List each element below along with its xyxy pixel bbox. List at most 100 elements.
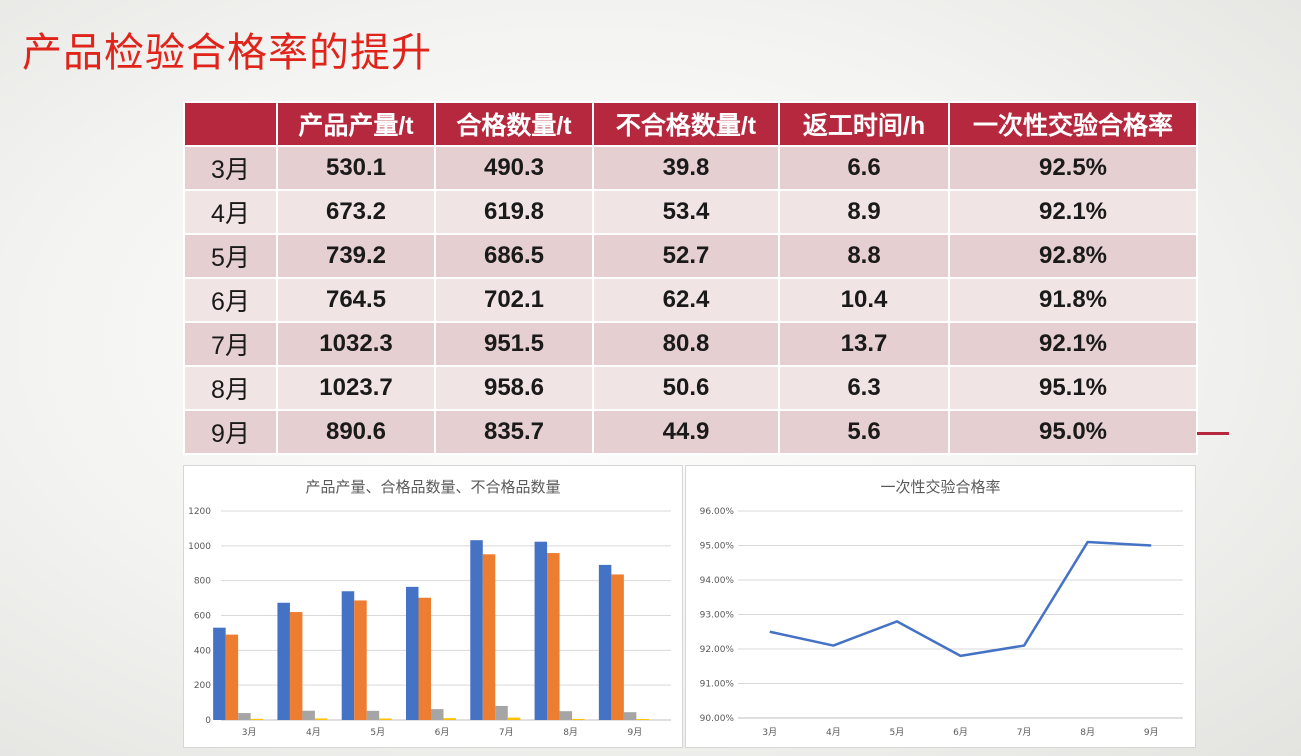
y-tick-label: 92.00% [700, 645, 735, 655]
x-tick-label: 8月 [563, 727, 578, 738]
table-cell: 619.8 [434, 189, 594, 235]
table-cell: 39.8 [592, 145, 780, 191]
bar [559, 711, 573, 720]
table-cell: 80.8 [592, 321, 780, 367]
bar [623, 712, 637, 720]
row-month-cell: 9月 [183, 409, 278, 455]
column-header: 合格数量/t [434, 101, 594, 147]
x-tick-label: 4月 [306, 727, 321, 738]
column-header: 返工时间/h [778, 101, 950, 147]
bar [277, 602, 290, 720]
x-tick-label: 5月 [890, 727, 905, 738]
table-cell: 8.9 [778, 189, 950, 235]
bar [507, 717, 521, 720]
bar [443, 718, 456, 720]
table-row: 4月 673.2 619.8 53.4 8.9 92.1% [183, 189, 1198, 235]
x-tick-label: 3月 [242, 727, 257, 738]
bar [314, 718, 328, 720]
x-tick-label: 5月 [370, 727, 385, 738]
x-tick-label: 4月 [826, 727, 841, 738]
table-cell: 5.6 [778, 409, 950, 455]
table-row: 7月 1032.3 951.5 80.8 13.7 92.1% [183, 321, 1198, 367]
table-cell: 92.5% [948, 145, 1198, 191]
bar [354, 600, 367, 720]
y-tick-label: 0 [205, 716, 211, 726]
y-tick-label: 93.00% [700, 611, 735, 621]
bar [289, 612, 303, 720]
bar [547, 553, 560, 720]
table-cell: 62.4 [592, 277, 780, 323]
table-cell: 951.5 [434, 321, 594, 367]
row-month-cell: 4月 [183, 189, 278, 235]
bar [495, 705, 508, 720]
table-cell: 92.1% [948, 321, 1198, 367]
table-cell: 835.7 [434, 409, 594, 455]
table-cell: 530.1 [276, 145, 436, 191]
row-month-cell: 3月 [183, 145, 278, 191]
table-body: 3月 530.1 490.3 39.8 6.6 92.5% 4月 673.2 619.8 53.4… [183, 145, 1198, 455]
y-tick-label: 94.00% [700, 576, 735, 586]
slide-title: 产品检验合格率的提升 [22, 30, 432, 76]
table-cell: 13.7 [778, 321, 950, 367]
table-cell: 92.1% [948, 189, 1198, 235]
row-month-cell: 7月 [183, 321, 278, 367]
y-tick-label: 200 [194, 681, 211, 691]
y-tick-label: 90.00% [700, 714, 735, 724]
bar [379, 718, 392, 720]
y-tick-label: 96.00% [700, 507, 735, 517]
table-cell: 673.2 [276, 189, 436, 235]
table-cell: 1023.7 [276, 365, 436, 411]
table-cell: 6.6 [778, 145, 950, 191]
bar [431, 709, 444, 720]
table-cell: 6.3 [778, 365, 950, 411]
table-cell: 92.8% [948, 233, 1198, 279]
table-cell: 490.3 [434, 145, 594, 191]
bar-chart-panel: 产品产量、合格品数量、不合格品数量 0 200 400 600 800 1000 1200 3… [183, 465, 683, 748]
x-tick-label: 8月 [1080, 727, 1095, 738]
column-header: 产品产量/t [276, 101, 436, 147]
table-row: 9月 890.6 835.7 44.9 5.6 95.0% [183, 409, 1198, 455]
bar [213, 627, 226, 720]
column-header: 不合格数量/t [592, 101, 780, 147]
row-month-cell: 6月 [183, 277, 278, 323]
x-tick-label: 6月 [953, 727, 968, 738]
bar [482, 554, 496, 720]
table-cell: 44.9 [592, 409, 780, 455]
y-tick-label: 400 [194, 646, 211, 656]
table-cell: 702.1 [434, 277, 594, 323]
x-tick-label: 3月 [762, 727, 777, 738]
bar-chart: 0 200 400 600 800 1000 1200 3月 4月 5月 6月 7月 8月 9月 [188, 507, 671, 738]
table-cell: 890.6 [276, 409, 436, 455]
bar-chart-title: 产品产量、合格品数量、不合格品数量 [305, 478, 561, 496]
table-cell: 764.5 [276, 277, 436, 323]
table-header-row: 产品产量/t 合格数量/t 不合格数量/t 返工时间/h 一次性交验合格率 [183, 101, 1198, 147]
table-cell: 50.6 [592, 365, 780, 411]
table-cell: 739.2 [276, 233, 436, 279]
line-series [769, 540, 1152, 658]
table-cell: 958.6 [434, 365, 594, 411]
x-tick-label: 9月 [1144, 727, 1159, 738]
quality-data-table: 产品产量/t 合格数量/t 不合格数量/t 返工时间/h 一次性交验合格率 3月 530.… [183, 101, 1198, 455]
table-row: 5月 739.2 686.5 52.7 8.8 92.8% [183, 233, 1198, 279]
bar [598, 564, 612, 720]
bar [470, 540, 483, 720]
y-tick-label: 91.00% [700, 680, 735, 690]
x-tick-label: 7月 [499, 727, 514, 738]
x-tick-label: 7月 [1017, 727, 1032, 738]
table-cell: 91.8% [948, 277, 1198, 323]
column-header: 一次性交验合格率 [948, 101, 1198, 147]
bar [611, 574, 624, 720]
y-tick-label: 800 [194, 577, 211, 587]
row-month-cell: 5月 [183, 233, 278, 279]
bar [636, 719, 649, 720]
line-chart-panel: 一次性交验合格率 90.00% 91.00% 92.00% 93.00% 94.00% 9… [685, 465, 1196, 748]
line-chart-title: 一次性交验合格率 [880, 478, 1001, 496]
bar [302, 710, 315, 720]
x-tick-label: 6月 [435, 727, 450, 738]
x-tick-label: 9月 [627, 727, 642, 738]
bar [250, 718, 264, 720]
table-cell: 10.4 [778, 277, 950, 323]
bar [572, 718, 585, 720]
table-cell: 686.5 [434, 233, 594, 279]
y-tick-label: 1000 [188, 542, 211, 552]
